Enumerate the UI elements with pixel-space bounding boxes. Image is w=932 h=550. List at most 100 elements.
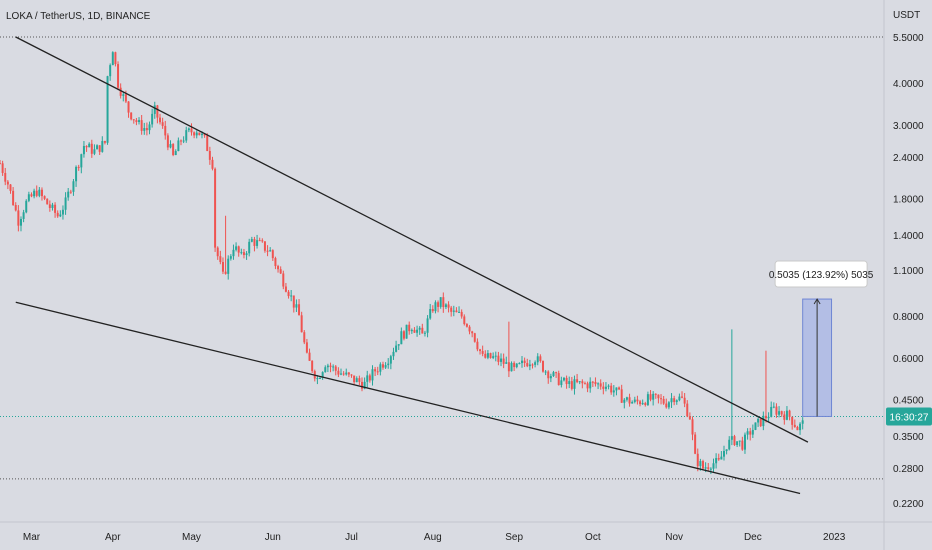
candle-body	[46, 198, 49, 205]
candle-body	[284, 286, 287, 292]
candle-body	[51, 204, 54, 208]
candle-body	[190, 128, 193, 133]
candle-body	[106, 76, 109, 143]
y-tick-label: 0.6000	[893, 354, 924, 365]
candle-body	[518, 363, 521, 365]
candle-body	[628, 397, 631, 404]
x-tick-label: Oct	[585, 532, 601, 543]
candle-body	[754, 422, 757, 430]
candle-body	[22, 212, 25, 219]
candle-body	[683, 397, 686, 404]
candle-body	[793, 424, 796, 427]
candle-body	[185, 130, 188, 141]
candle-body	[85, 145, 88, 148]
candle-body	[282, 273, 285, 287]
candle-body	[25, 200, 28, 213]
candle-body	[1, 163, 4, 173]
candle-body	[778, 411, 781, 415]
candle-body	[707, 467, 710, 469]
candle-body	[547, 371, 550, 379]
measure-label: 0.5035 (123.92%) 5035	[769, 270, 874, 281]
candle-body	[702, 461, 705, 469]
candle-body	[269, 250, 272, 252]
candle-body	[681, 396, 684, 398]
candle-body	[88, 143, 91, 148]
candle-body	[720, 456, 723, 460]
candle-body	[219, 256, 222, 263]
candle-body	[764, 415, 767, 419]
candle-body	[263, 241, 266, 251]
candle-body	[418, 327, 421, 330]
candle-body	[421, 327, 424, 334]
candle-body	[528, 364, 531, 367]
candle-body	[767, 416, 770, 419]
candle-body	[292, 295, 295, 308]
candle-body	[387, 363, 390, 366]
candle-body	[775, 406, 778, 415]
candle-body	[602, 386, 605, 389]
candle-body	[355, 378, 358, 383]
candle-body	[242, 252, 245, 256]
candle-body	[442, 297, 445, 308]
candle-body	[510, 362, 513, 372]
trendline-lower	[15, 301, 801, 495]
candle-body	[444, 304, 447, 308]
candle-body	[644, 403, 647, 405]
candle-body	[749, 431, 752, 435]
candle-body	[232, 249, 235, 257]
candle-body	[334, 366, 337, 371]
candle-body	[649, 394, 652, 400]
candle-body	[4, 172, 7, 182]
candle-body	[413, 329, 416, 333]
candle-body	[182, 140, 185, 142]
candle-body	[476, 341, 479, 350]
candle-body	[468, 326, 471, 332]
candle-body	[80, 154, 83, 168]
candle-body	[426, 318, 429, 333]
candle-body	[523, 360, 526, 363]
y-tick-label: 5.5000	[893, 33, 924, 44]
candle-body	[521, 360, 524, 364]
candle-body	[618, 387, 621, 390]
candle-body	[665, 403, 668, 408]
candle-body	[271, 250, 274, 259]
candle-body	[143, 128, 146, 131]
candle-body	[43, 196, 46, 199]
candle-body	[64, 197, 67, 210]
candle-body	[54, 204, 57, 213]
candle-body	[174, 151, 177, 156]
y-tick-label: 0.2800	[893, 464, 924, 475]
last-price-tag	[886, 407, 932, 426]
candle-body	[9, 184, 12, 191]
candle-body	[179, 140, 182, 142]
candle-body	[151, 113, 154, 125]
candle-body	[392, 351, 395, 357]
candle-body	[791, 416, 794, 425]
candle-body	[35, 190, 38, 196]
x-tick-label: Mar	[23, 532, 41, 543]
candle-body	[526, 362, 529, 367]
candle-body	[489, 353, 492, 358]
last-price-countdown: 16:30:27	[890, 412, 929, 423]
candle-body	[641, 403, 644, 405]
candle-body	[240, 252, 243, 254]
x-tick-label: Aug	[424, 532, 442, 543]
candle-body	[235, 246, 238, 250]
candle-body	[625, 397, 628, 400]
candle-body	[77, 166, 80, 168]
candle-body	[277, 266, 280, 270]
candle-body	[96, 145, 99, 150]
candle-body	[759, 418, 762, 427]
candle-body	[796, 426, 799, 431]
candle-body	[452, 310, 455, 312]
x-tick-label: Jul	[345, 532, 358, 543]
candle-body	[458, 311, 461, 313]
candle-body	[746, 431, 749, 435]
candle-body	[455, 310, 458, 313]
candle-body	[513, 362, 516, 368]
candle-body	[576, 379, 579, 383]
candle-body	[117, 64, 120, 88]
candle-body	[615, 387, 618, 391]
candle-body	[704, 467, 707, 469]
